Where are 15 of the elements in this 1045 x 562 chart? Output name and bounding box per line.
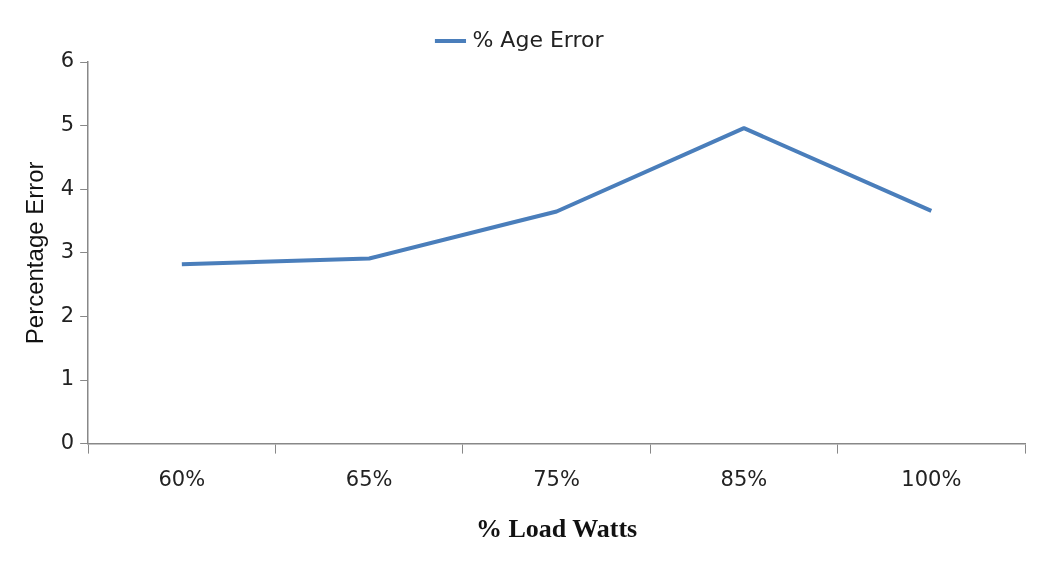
x-tick-label: 100%	[901, 466, 962, 491]
y-tick-label: 1	[60, 366, 75, 391]
y-tick-label: 4	[60, 175, 75, 200]
y-tick-label: 0	[60, 430, 75, 455]
y-tick-label: 3	[60, 239, 75, 264]
legend-label: % Age Error	[472, 26, 605, 52]
y-axis-title: Percentage Error	[21, 161, 49, 345]
y-tick-label: 2	[60, 302, 75, 327]
x-tick-label: 60%	[158, 466, 206, 491]
x-tick-label: 85%	[720, 466, 768, 491]
y-tick-label: 6	[60, 48, 75, 73]
x-axis-title: % Load Watts	[475, 514, 638, 544]
x-tick-label: 75%	[533, 466, 580, 491]
x-tick-label: 65%	[345, 466, 393, 491]
y-tick-label: 5	[60, 112, 75, 137]
